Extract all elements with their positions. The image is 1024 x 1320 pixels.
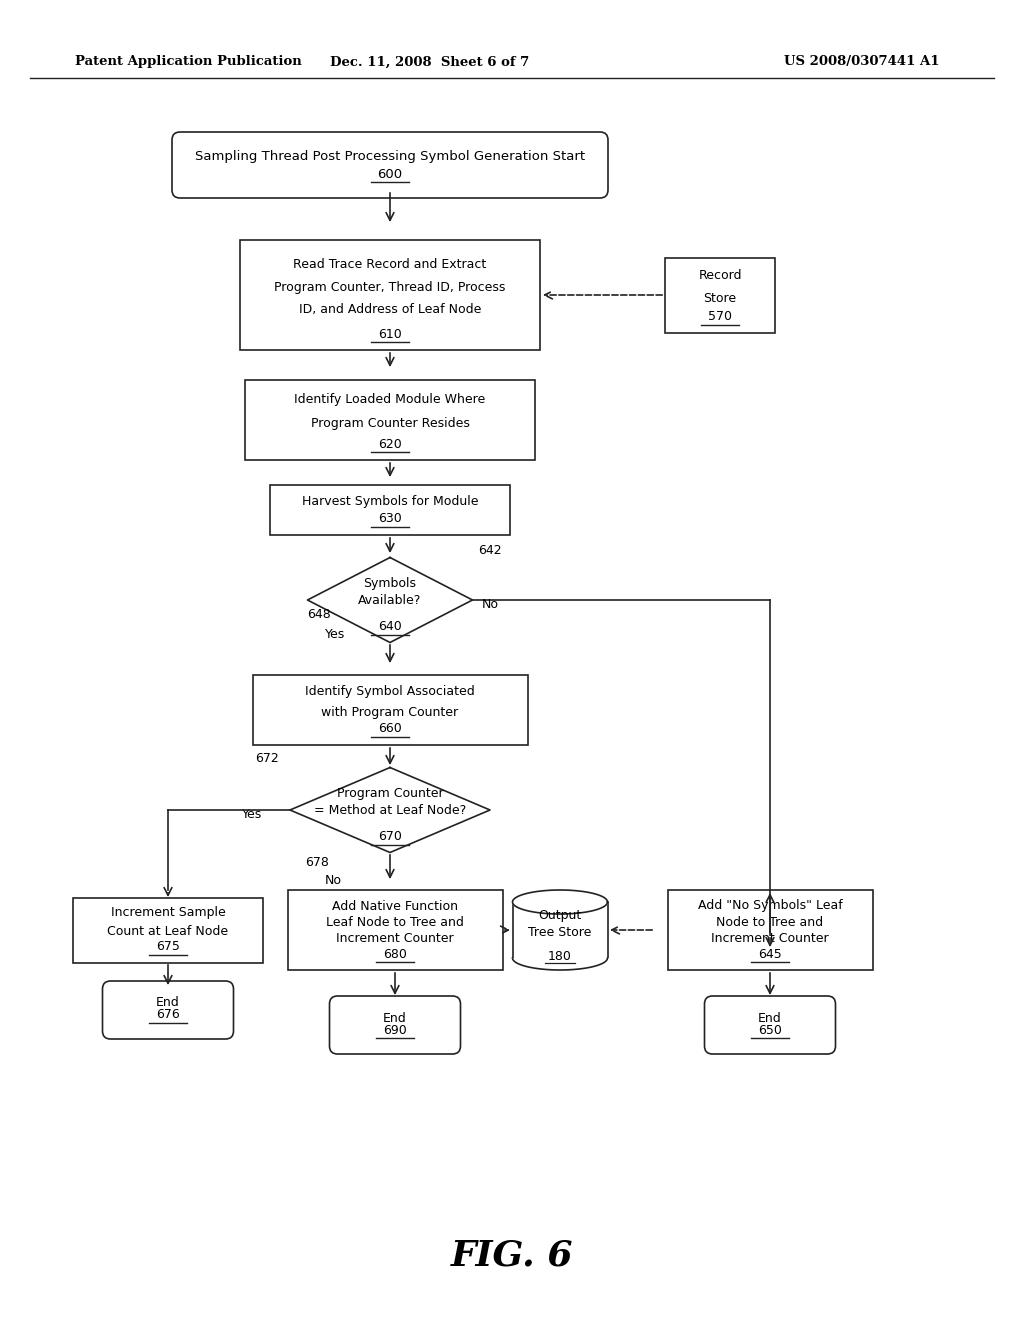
Polygon shape — [513, 890, 607, 913]
Text: End: End — [758, 1011, 782, 1024]
Text: Program Counter: Program Counter — [337, 787, 443, 800]
Text: Leaf Node to Tree and: Leaf Node to Tree and — [326, 916, 464, 928]
Text: No: No — [325, 874, 342, 887]
Text: 680: 680 — [383, 948, 407, 961]
Text: Sampling Thread Post Processing Symbol Generation Start: Sampling Thread Post Processing Symbol G… — [195, 150, 585, 164]
Text: Increment Counter: Increment Counter — [712, 932, 828, 945]
Text: Identify Loaded Module Where: Identify Loaded Module Where — [294, 393, 485, 407]
Text: 645: 645 — [758, 948, 782, 961]
Text: End: End — [383, 1011, 407, 1024]
Polygon shape — [290, 767, 490, 853]
FancyBboxPatch shape — [330, 997, 461, 1053]
Text: 600: 600 — [378, 168, 402, 181]
Bar — [245, 380, 535, 459]
Text: Patent Application Publication: Patent Application Publication — [75, 55, 302, 69]
Text: Harvest Symbols for Module: Harvest Symbols for Module — [302, 495, 478, 508]
Text: 570: 570 — [708, 310, 732, 323]
Text: = Method at Leaf Node?: = Method at Leaf Node? — [314, 804, 466, 817]
Text: 180: 180 — [548, 949, 572, 962]
Text: Add "No Symbols" Leaf: Add "No Symbols" Leaf — [697, 899, 843, 912]
Text: FIG. 6: FIG. 6 — [451, 1238, 573, 1272]
Text: 690: 690 — [383, 1023, 407, 1036]
Bar — [253, 675, 527, 744]
Text: 670: 670 — [378, 830, 402, 843]
Text: Tree Store: Tree Store — [528, 925, 592, 939]
Text: Output: Output — [539, 909, 582, 923]
Text: Read Trace Record and Extract: Read Trace Record and Extract — [293, 259, 486, 272]
Text: Dec. 11, 2008  Sheet 6 of 7: Dec. 11, 2008 Sheet 6 of 7 — [331, 55, 529, 69]
Bar — [288, 890, 503, 970]
Text: 620: 620 — [378, 437, 401, 450]
Text: Program Counter Resides: Program Counter Resides — [310, 417, 469, 430]
Bar — [665, 257, 775, 333]
Text: End: End — [156, 997, 180, 1010]
Polygon shape — [307, 557, 472, 643]
Text: ID, and Address of Leaf Node: ID, and Address of Leaf Node — [299, 302, 481, 315]
Text: Record: Record — [698, 269, 741, 282]
Text: Yes: Yes — [325, 628, 345, 642]
Text: 642: 642 — [478, 544, 502, 557]
FancyBboxPatch shape — [172, 132, 608, 198]
Text: 640: 640 — [378, 620, 401, 634]
Text: Store: Store — [703, 292, 736, 305]
Bar — [240, 240, 540, 350]
Text: with Program Counter: with Program Counter — [322, 706, 459, 719]
Bar — [512, 902, 607, 958]
Text: 660: 660 — [378, 722, 401, 735]
Text: Program Counter, Thread ID, Process: Program Counter, Thread ID, Process — [274, 281, 506, 293]
Text: Increment Sample: Increment Sample — [111, 906, 225, 919]
Text: 648: 648 — [307, 609, 331, 622]
Bar — [270, 484, 510, 535]
Text: 678: 678 — [305, 855, 329, 869]
Text: 676: 676 — [156, 1008, 180, 1022]
Text: Symbols: Symbols — [364, 577, 417, 590]
Bar — [73, 898, 263, 962]
Text: Available?: Available? — [358, 594, 422, 607]
Text: US 2008/0307441 A1: US 2008/0307441 A1 — [784, 55, 940, 69]
Text: Count at Leaf Node: Count at Leaf Node — [108, 925, 228, 939]
FancyBboxPatch shape — [102, 981, 233, 1039]
Text: 610: 610 — [378, 327, 401, 341]
Text: 630: 630 — [378, 512, 401, 525]
Text: Identify Symbol Associated: Identify Symbol Associated — [305, 685, 475, 698]
Text: Add Native Function: Add Native Function — [332, 899, 458, 912]
Text: 675: 675 — [156, 940, 180, 953]
Bar — [668, 890, 872, 970]
Text: 672: 672 — [255, 751, 279, 764]
Text: No: No — [482, 598, 499, 611]
Text: Increment Counter: Increment Counter — [336, 932, 454, 945]
FancyBboxPatch shape — [705, 997, 836, 1053]
Text: Node to Tree and: Node to Tree and — [717, 916, 823, 928]
Text: 650: 650 — [758, 1023, 782, 1036]
Text: Yes: Yes — [242, 808, 262, 821]
